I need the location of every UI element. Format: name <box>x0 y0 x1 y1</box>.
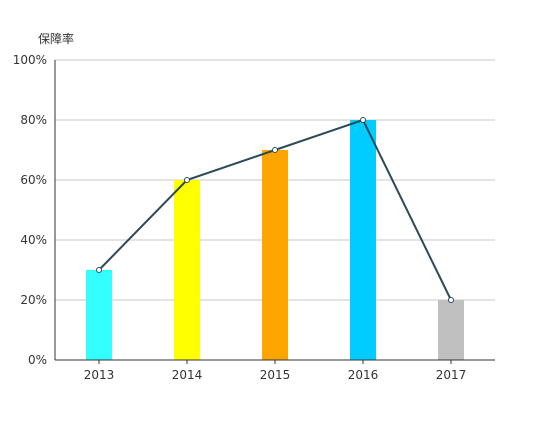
bar-2015 <box>262 150 288 360</box>
trend-point-2015 <box>272 147 278 153</box>
x-tick-labels: 2013 2014 2015 2016 2017 <box>84 368 467 382</box>
y-tick-label: 100% <box>13 53 47 67</box>
x-tick-label-2017: 2017 <box>436 368 467 382</box>
x-tick-label-2016: 2016 <box>348 368 379 382</box>
y-tick-label: 0% <box>28 353 47 367</box>
y-tick-label: 60% <box>20 173 47 187</box>
y-tick-labels: 0% 20% 40% 60% 80% 100% <box>13 53 47 367</box>
y-tick-label: 40% <box>20 233 47 247</box>
x-tick-label-2013: 2013 <box>84 368 115 382</box>
trend-points <box>96 117 454 303</box>
x-tick-label-2015: 2015 <box>260 368 291 382</box>
trend-point-2014 <box>184 177 190 183</box>
trend-point-2016 <box>360 117 366 123</box>
axes <box>54 60 495 364</box>
bars <box>86 120 464 360</box>
trend-point-2017 <box>448 297 454 303</box>
bar-2014 <box>174 180 200 360</box>
bar-2013 <box>86 270 112 360</box>
y-axis-label: 保障率 <box>38 31 74 46</box>
bar-2016 <box>350 120 376 360</box>
y-tick-label: 20% <box>20 293 47 307</box>
x-tick-label-2014: 2014 <box>172 368 203 382</box>
y-tick-label: 80% <box>20 113 47 127</box>
bar-2017 <box>438 300 464 360</box>
trend-point-2013 <box>96 267 102 273</box>
